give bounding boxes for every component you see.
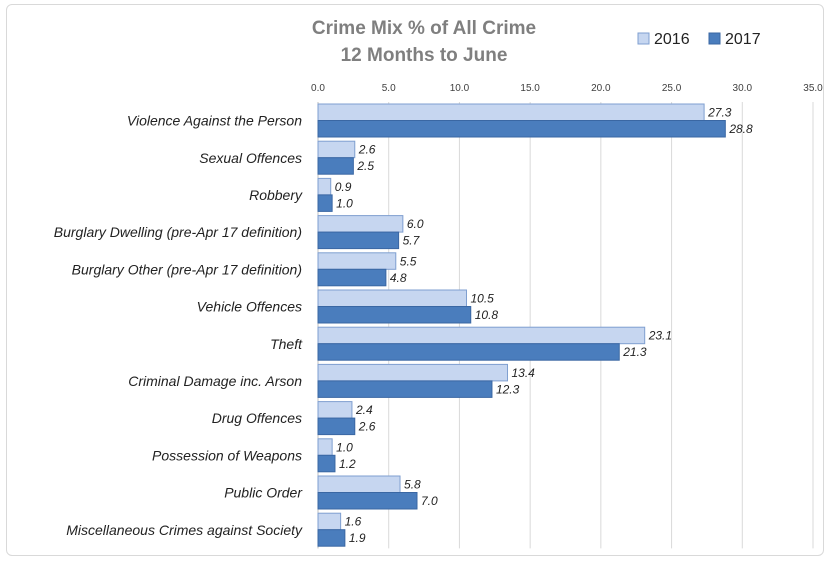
x-tick-label: 15.0 <box>520 83 540 94</box>
legend-swatch-2017 <box>708 32 721 45</box>
bar-2017 <box>317 417 356 436</box>
category-label: Theft <box>270 336 303 352</box>
x-tick-label: 0.0 <box>311 83 325 94</box>
x-tick-label: 10.0 <box>450 83 470 94</box>
bar-2017 <box>317 194 333 212</box>
data-label-2017: 1.2 <box>339 457 356 471</box>
category-label: Public Order <box>224 485 303 501</box>
data-label-2017: 10.8 <box>475 308 499 322</box>
bar-2017 <box>317 120 726 138</box>
bar-2016 <box>317 177 332 196</box>
bar-2016 <box>317 401 353 419</box>
data-label-2016: 6.0 <box>407 217 424 231</box>
bar-2017 <box>317 380 493 398</box>
data-label-2016: 1.0 <box>336 440 353 454</box>
data-label-2017: 1.0 <box>336 196 353 210</box>
data-label-2017: 4.8 <box>390 271 407 285</box>
bar-2016 <box>317 252 397 270</box>
data-label-2017: 21.3 <box>622 345 647 359</box>
legend-swatch-2016 <box>637 32 650 45</box>
bar-2017 <box>317 306 472 324</box>
bar-2016 <box>317 363 509 382</box>
data-label-2016: 13.4 <box>512 366 536 380</box>
bar-2016 <box>317 289 467 307</box>
legend-label-2017: 2017 <box>725 31 761 48</box>
bar-2017 <box>317 231 400 250</box>
data-label-2017: 5.7 <box>403 234 421 248</box>
bar-2017 <box>317 343 620 361</box>
data-label-2016: 2.6 <box>358 143 376 157</box>
category-labels: Violence Against the Person Sexual Offenc… <box>54 113 304 538</box>
bar-2016 <box>317 326 646 345</box>
bar-2016 <box>317 215 404 233</box>
x-tick-label: 5.0 <box>382 83 396 94</box>
chart-frame <box>6 4 824 556</box>
data-label-2017: 12.3 <box>496 382 520 396</box>
category-label: Drug Offences <box>212 410 302 426</box>
bar-2017 <box>317 529 346 547</box>
bar-2016 <box>317 140 356 159</box>
data-label-2017: 2.5 <box>356 159 374 173</box>
chart-title: Crime Mix % of All Crime <box>312 18 536 39</box>
data-label-2016: 5.8 <box>404 478 421 492</box>
data-label-2016: 0.9 <box>335 180 352 194</box>
bar-2017 <box>317 268 387 287</box>
chart-subtitle: 12 Months to June <box>341 45 508 66</box>
data-label-2016: 10.5 <box>471 292 495 306</box>
bars: 27.3 28.8 2.6 2.5 0.9 1.0 6.0 5.7 5.5 4.8 10.5 10.8… <box>317 103 753 547</box>
x-axis-ticks: 0.0 5.0 10.0 15.0 20.0 25.0 30.0 35.0 <box>311 83 823 94</box>
bar-2016 <box>317 512 342 531</box>
x-tick-label: 35.0 <box>803 83 823 94</box>
data-label-2017: 7.0 <box>421 494 438 508</box>
legend: 2016 2017 <box>637 31 761 48</box>
data-label-2016: 27.3 <box>707 106 732 120</box>
category-label: Criminal Damage inc. Arson <box>128 373 302 389</box>
data-label-2016: 2.4 <box>355 403 373 417</box>
category-label: Miscellaneous Crimes against Society <box>66 522 303 538</box>
category-label: Violence Against the Person <box>127 113 302 129</box>
bar-2016 <box>317 103 705 121</box>
data-label-2016: 1.6 <box>345 515 362 529</box>
bar-2016 <box>317 475 401 493</box>
legend-label-2016: 2016 <box>654 31 690 48</box>
x-tick-label: 25.0 <box>662 83 682 94</box>
data-label-2017: 28.8 <box>728 122 753 136</box>
bar-2017 <box>317 454 336 473</box>
x-tick-label: 20.0 <box>591 83 611 94</box>
data-label-2017: 1.9 <box>349 531 366 545</box>
data-label-2016: 5.5 <box>400 254 417 268</box>
data-label-2017: 2.6 <box>358 420 376 434</box>
category-label: Sexual Offences <box>199 150 302 166</box>
category-label: Possession of Weapons <box>152 447 302 463</box>
category-label: Burglary Other (pre-Apr 17 definition) <box>72 261 302 277</box>
category-label: Vehicle Offences <box>197 299 302 315</box>
category-label: Robbery <box>249 187 303 203</box>
bar-2017 <box>317 492 418 510</box>
category-label: Burglary Dwelling (pre-Apr 17 definition… <box>54 224 302 240</box>
gridlines <box>317 102 814 549</box>
bar-2016 <box>317 438 333 456</box>
data-label-2016: 23.1 <box>648 329 672 343</box>
bar-2017 <box>317 157 354 175</box>
x-tick-label: 30.0 <box>733 83 753 94</box>
